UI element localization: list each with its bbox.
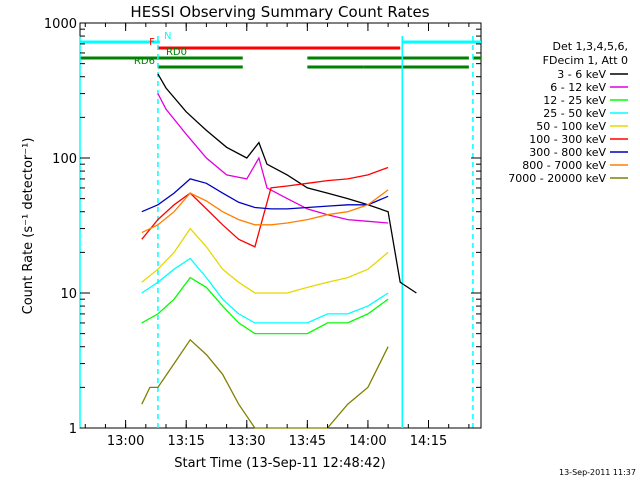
x-tick-label-4: 14:00 [349, 434, 386, 449]
y-axis-ticks: 1 10 100 1000 [44, 17, 481, 437]
x-axis-label: Start Time (13-Sep-11 12:48:42) [174, 456, 385, 471]
y-tick-label-0: 1 [69, 422, 77, 437]
x-tick-label-1: 13:15 [167, 434, 204, 449]
footer-timestamp: 13-Sep-2011 11:37 [559, 468, 636, 477]
annotation-label-rd0: RD0 [166, 47, 187, 58]
series-line-0 [157, 73, 417, 294]
legend-entry-3: 25 - 50 keV [543, 107, 606, 120]
y-tick-label-2: 100 [52, 152, 77, 167]
y-tick-label-1: 10 [60, 287, 77, 302]
x-tick-label-0: 13:00 [107, 434, 144, 449]
series-line-5 [141, 166, 389, 248]
legend-entry-7: 800 - 7000 keV [522, 159, 606, 172]
plot-frame [79, 22, 482, 429]
x-tick-label-2: 13:30 [228, 434, 265, 449]
legend-entry-0: 3 - 6 keV [557, 68, 606, 81]
x-axis-ticks: 13:00 13:15 13:30 13:45 14:00 14:15 [84, 23, 470, 449]
y-tick-label-3: 1000 [44, 17, 77, 32]
y-axis-label: Count Rate (s⁻¹ detector⁻¹) [21, 138, 36, 315]
legend-header-0: Det 1,3,4,5,6, [552, 40, 628, 53]
x-tick-label-5: 14:15 [410, 434, 447, 449]
legend: Det 1,3,4,5,6,FDecim 1, Att 03 - 6 keV6 … [508, 40, 628, 185]
series-layer [141, 73, 417, 428]
series-line-8 [142, 334, 417, 428]
annotation-label-f: F [149, 37, 155, 48]
x-tick-label-3: 13:45 [289, 434, 326, 449]
annotation-label-rd6: RD6 [134, 56, 155, 67]
legend-entry-5: 100 - 300 keV [529, 133, 606, 146]
annotation-label-n: N [164, 31, 171, 42]
legend-entry-8: 7000 - 20000 keV [508, 172, 606, 185]
annotations-layer: NF RD0 RD6 [80, 31, 481, 69]
legend-entry-4: 50 - 100 keV [536, 120, 606, 133]
legend-entry-1: 6 - 12 keV [550, 81, 606, 94]
vertical-lines-layer [79, 36, 474, 428]
series-line-3 [142, 239, 417, 323]
legend-entry-2: 12 - 25 keV [543, 94, 606, 107]
chart-title: HESSI Observing Summary Count Rates [130, 3, 429, 21]
legend-header-1: FDecim 1, Att 0 [543, 54, 628, 67]
series-line-1 [157, 93, 389, 224]
legend-entry-6: 300 - 800 keV [529, 146, 606, 159]
